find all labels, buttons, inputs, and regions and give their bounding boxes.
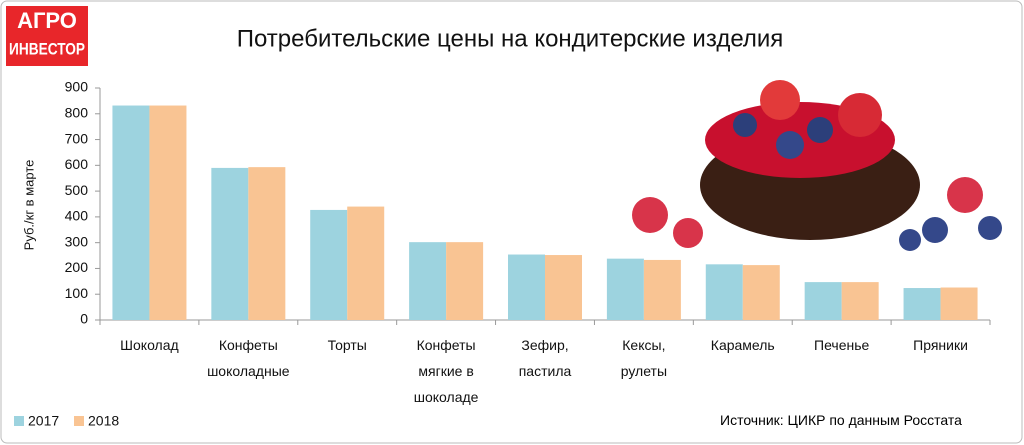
y-tick-label: 300 [65,233,89,249]
bar [643,259,681,320]
y-tick-label: 200 [65,259,89,275]
bar [705,264,743,320]
x-tick-label: Шоколад [120,337,179,353]
y-tick-label: 900 [65,79,89,95]
x-tick-label: Пряники [913,337,968,353]
legend-swatch [74,416,84,426]
source: Источник: ЦИКР по данным Росстата [720,412,962,428]
bar [149,105,187,320]
legend-label: 2017 [28,413,59,429]
x-tick-label: Карамель [710,337,775,353]
bar [409,242,447,320]
logo-box [6,6,88,66]
logo-text: ИНВЕСТОР [9,39,85,58]
cake-image [632,80,1002,251]
y-tick-label: 0 [80,311,88,327]
y-tick-label: 100 [65,285,89,301]
y-tick-label: 600 [65,156,89,172]
bar [347,206,385,320]
bar [940,287,978,320]
x-tick-label: Торты [327,337,367,353]
y-tick-label: 700 [65,130,89,146]
bar [248,167,286,320]
x-tick-label: Печенье [814,337,870,353]
bar [112,105,150,320]
bar [903,288,941,320]
x-tick-label: Зефир, пастила [518,337,572,379]
x-tick-label: Конфеты шоколадные [207,337,290,379]
bar [742,265,780,320]
legend-label: 2018 [88,413,119,429]
bar [508,254,545,320]
y-tick-label: 400 [65,208,89,224]
bar [841,282,879,320]
bar [804,282,842,320]
bar [211,167,249,320]
logo-text: АГРО [17,8,77,33]
x-tick-label: Кексы, рулеты [620,337,668,379]
y-tick-label: 800 [65,104,89,120]
legend-swatch [14,416,24,426]
bar [310,209,348,320]
y-axis-label: Руб./кг в марте [21,160,36,251]
y-tick-label: 500 [65,182,89,198]
chart-title: Потребительские цены на кондитерские изд… [237,25,784,52]
bar [446,242,484,320]
x-tick-label: Конфеты мягкие в шоколаде [413,337,479,405]
bar [606,258,644,320]
bar [545,255,582,320]
